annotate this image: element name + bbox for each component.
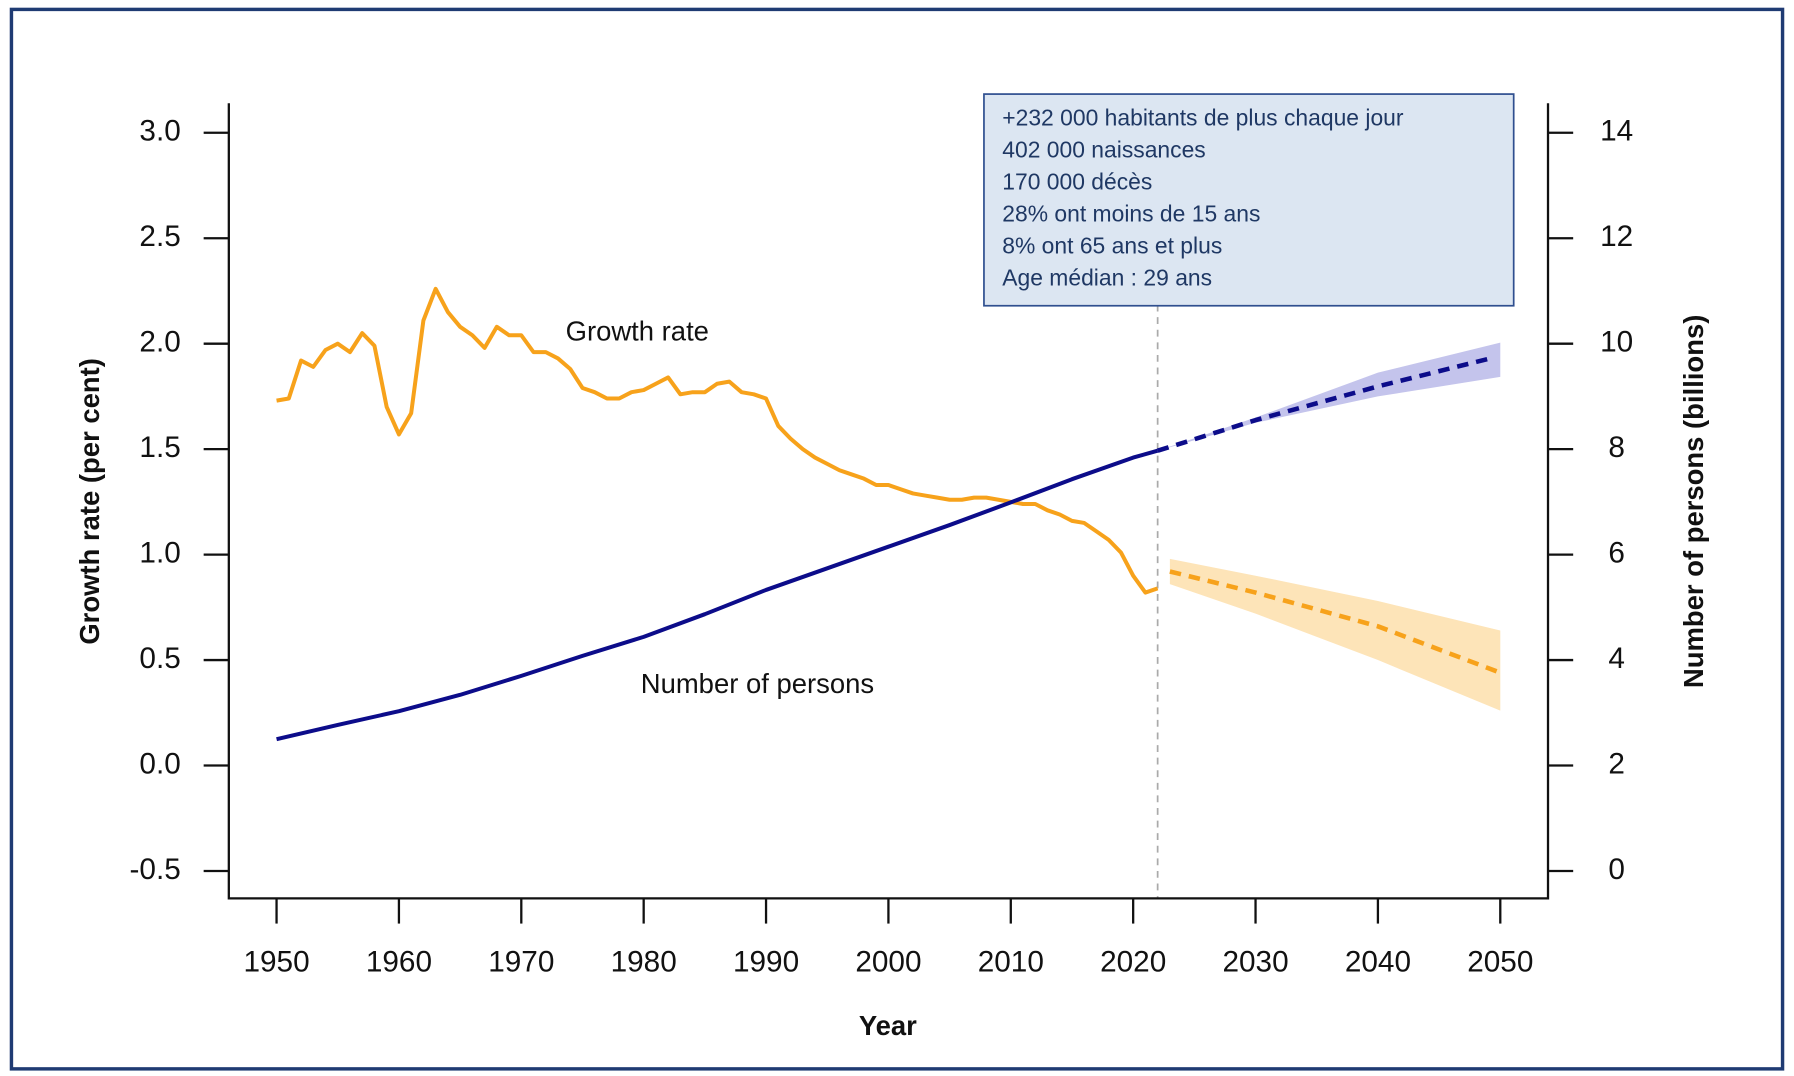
annotation-line: +232 000 habitants de plus chaque jour (1002, 104, 1404, 130)
y-axis-label: Growth rate (per cent) (74, 358, 105, 645)
x-tick-label: 1950 (243, 945, 309, 978)
annotation-line: 28% ont moins de 15 ans (1002, 200, 1260, 226)
x-tick-label: 2040 (1345, 945, 1411, 978)
annotation-line: Age médian : 29 ans (1002, 264, 1212, 290)
y2-tick-label: 12 (1600, 220, 1633, 253)
x-tick-label: 2000 (855, 945, 921, 978)
y-tick-label: 1.5 (139, 431, 180, 464)
annotation-line: 8% ont 65 ans et plus (1002, 232, 1222, 258)
uncertainty-band (1169, 558, 1501, 711)
series-label: Growth rate (566, 315, 709, 346)
y2-tick-label: 8 (1608, 431, 1625, 464)
data-line (1156, 356, 1489, 453)
annotation-line: 170 000 décès (1002, 168, 1152, 194)
y2-axis-label: Number of persons (billions) (1678, 315, 1709, 688)
y2-tick-label: 6 (1608, 536, 1625, 569)
y-tick-label: 0.5 (139, 642, 180, 675)
frame (9, 7, 1785, 1071)
y-tick-label: 1.0 (139, 536, 180, 569)
y2-tick-label: 4 (1608, 642, 1625, 675)
annotation-line: 402 000 naissances (1002, 136, 1206, 162)
x-tick-label: 2020 (1100, 945, 1166, 978)
y2-tick-label: 10 (1600, 326, 1633, 359)
y2-tick-label: 2 (1608, 747, 1625, 780)
y-tick-label: 2.0 (139, 326, 180, 359)
x-tick-label: 1980 (611, 945, 677, 978)
x-tick-label: 1960 (366, 945, 432, 978)
plot-area (276, 103, 1502, 899)
y2-tick-label: 0 (1608, 853, 1625, 886)
y-tick-label: 3.0 (139, 115, 180, 148)
uncertainty-band (1157, 342, 1501, 451)
x-tick-label: 2010 (978, 945, 1044, 978)
data-line (276, 286, 1159, 595)
y2-tick-label: 14 (1600, 115, 1633, 148)
x-tick-label: 1990 (733, 945, 799, 978)
y-tick-label: -0.5 (130, 853, 181, 886)
y-tick-label: 2.5 (139, 220, 180, 253)
series-label: Number of persons (641, 668, 874, 699)
x-tick-label: 1970 (488, 945, 554, 978)
x-tick-label: 2050 (1467, 945, 1533, 978)
x-axis-label: Year (859, 1010, 917, 1041)
annotation-box (983, 93, 1515, 307)
data-line (1169, 569, 1502, 675)
x-tick-label: 2030 (1222, 945, 1288, 978)
data-line (276, 448, 1159, 742)
y-tick-label: 0.0 (139, 747, 180, 780)
